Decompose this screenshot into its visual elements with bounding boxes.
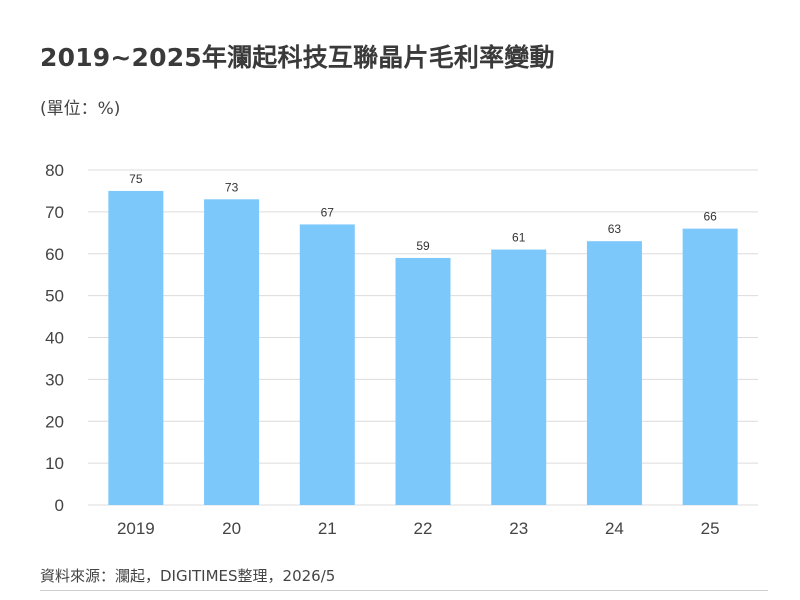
y-tick-label: 70 — [45, 203, 64, 222]
bar — [682, 228, 738, 505]
bar — [108, 190, 164, 505]
x-tick-label: 21 — [318, 519, 337, 538]
y-tick-label: 50 — [45, 287, 64, 306]
data-label: 67 — [321, 205, 335, 219]
data-label: 73 — [225, 180, 239, 194]
data-label: 59 — [416, 239, 430, 253]
data-label: 63 — [608, 222, 622, 236]
bars — [108, 190, 738, 505]
data-label: 66 — [703, 210, 717, 224]
y-tick-label: 30 — [45, 370, 64, 389]
y-tick-label: 10 — [45, 454, 64, 473]
unit-label: (單位：%) — [40, 99, 121, 119]
source-note: 資料來源：瀾起，DIGITIMES整理，2026/5 — [40, 567, 336, 585]
chart-title: 2019~2025年瀾起科技互聯晶片毛利率變動 — [40, 43, 555, 72]
footer-divider — [40, 590, 768, 591]
bar — [299, 224, 355, 505]
y-tick-label: 0 — [55, 496, 64, 515]
y-tick-label: 40 — [45, 329, 64, 348]
bar — [204, 199, 260, 505]
y-axis-ticks: 0 10 20 30 40 50 60 70 80 — [45, 161, 64, 515]
x-axis-ticks: 2019 20 21 22 23 24 25 — [117, 519, 720, 538]
x-tick-label: 24 — [605, 519, 624, 538]
y-tick-label: 60 — [45, 245, 64, 264]
data-labels: 75 73 67 59 61 63 66 — [129, 172, 717, 253]
x-tick-label: 23 — [509, 519, 528, 538]
bar — [395, 257, 451, 505]
data-label: 61 — [512, 231, 526, 245]
bar — [586, 241, 642, 505]
y-tick-label: 80 — [45, 161, 64, 180]
bar — [491, 249, 547, 505]
data-label: 75 — [129, 172, 143, 186]
x-tick-label: 2019 — [117, 519, 155, 538]
x-tick-label: 25 — [701, 519, 720, 538]
x-tick-label: 20 — [222, 519, 241, 538]
x-tick-label: 22 — [414, 519, 433, 538]
y-tick-label: 20 — [45, 412, 64, 431]
